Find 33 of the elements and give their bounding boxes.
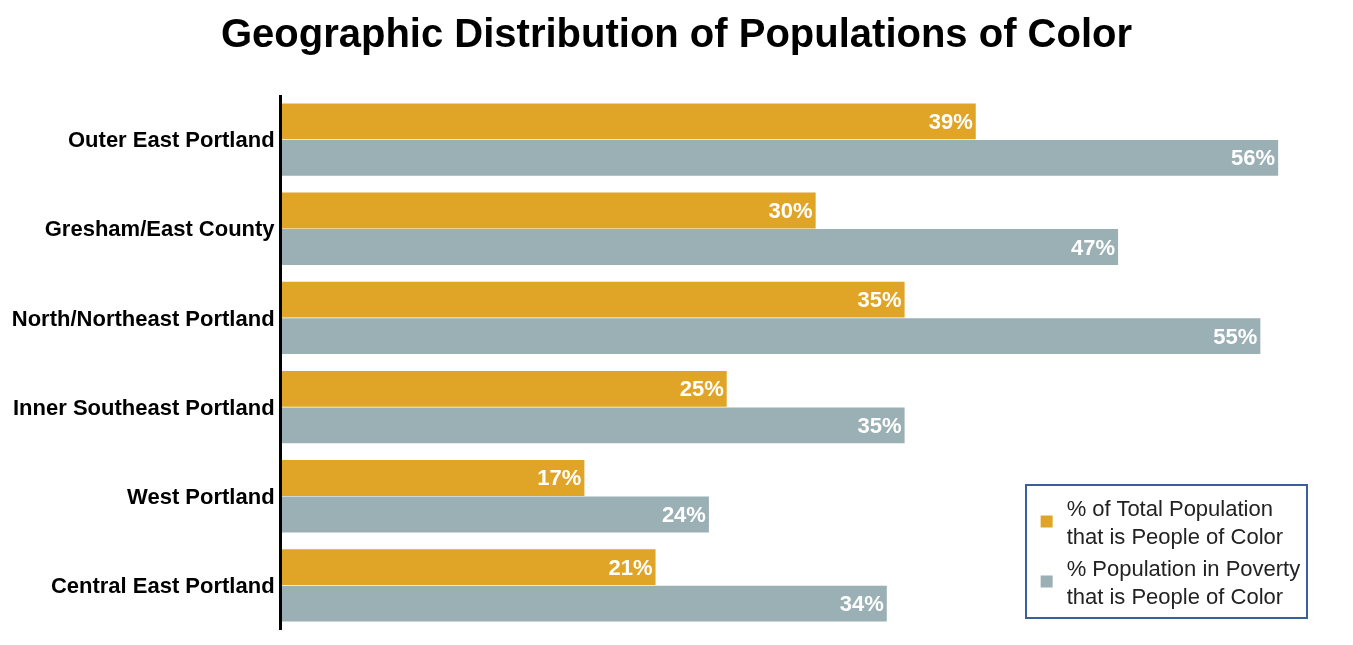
y-tick-label: Central East Portland <box>50 573 275 599</box>
y-tick-label: Inner Southeast Portland <box>13 394 275 420</box>
y-tick-label: Outer East Portland <box>68 127 275 153</box>
bar <box>282 370 727 407</box>
data-label: 47% <box>1071 234 1116 260</box>
bar <box>282 139 1279 176</box>
data-label: 25% <box>679 376 724 402</box>
data-label: 30% <box>768 197 813 223</box>
bar <box>282 496 709 533</box>
data-label: 55% <box>1213 323 1258 349</box>
data-label: 17% <box>537 465 582 491</box>
bar <box>282 318 1261 355</box>
data-label: 21% <box>608 554 653 580</box>
y-tick-label: West Portland <box>127 483 275 509</box>
data-label: 24% <box>661 502 706 528</box>
data-label: 56% <box>1231 145 1276 171</box>
bar <box>282 281 905 318</box>
bar <box>282 103 976 140</box>
y-tick-label: Gresham/East County <box>44 216 276 242</box>
data-label: 39% <box>928 108 973 134</box>
data-label: 35% <box>857 412 902 438</box>
bar <box>282 585 887 622</box>
chart-title: Geographic Distribution of Populations of Color <box>220 11 1133 56</box>
bar <box>282 460 585 496</box>
legend-label: % Population in Poverty that is People of Color <box>1066 555 1301 610</box>
bar <box>282 229 1119 265</box>
data-label: 34% <box>839 591 884 617</box>
bar <box>282 407 905 444</box>
y-tick-label: North/Northeast Portland <box>11 305 275 331</box>
data-label: 35% <box>857 287 902 313</box>
legend-label: % of Total Population that is People of Color <box>1066 495 1284 550</box>
bar <box>282 549 656 586</box>
bar <box>282 192 816 229</box>
